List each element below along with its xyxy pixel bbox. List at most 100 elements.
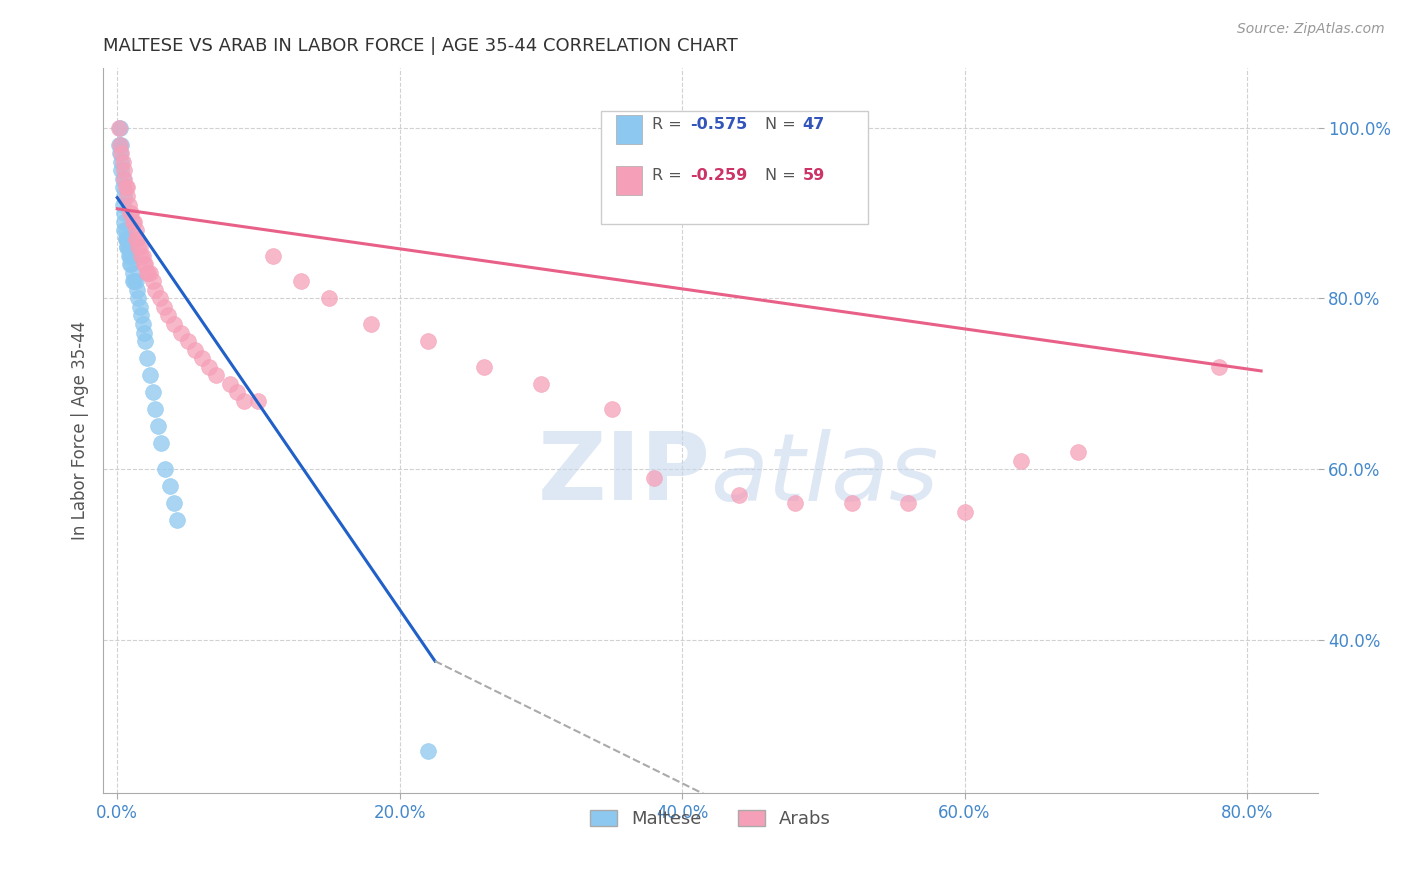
Point	[125, 283, 148, 297]
Point	[125, 232, 148, 246]
Point	[120, 206, 142, 220]
Point	[163, 317, 186, 331]
Point	[157, 309, 180, 323]
Point	[124, 223, 146, 237]
Point	[115, 232, 138, 246]
Point	[247, 393, 270, 408]
Point	[142, 385, 165, 400]
Point	[149, 292, 172, 306]
Point	[153, 300, 176, 314]
Point	[115, 180, 138, 194]
Point	[134, 334, 156, 348]
Point	[226, 385, 249, 400]
Text: R =: R =	[652, 168, 688, 183]
Point	[600, 402, 623, 417]
Point	[115, 240, 138, 254]
Point	[117, 249, 139, 263]
Point	[117, 197, 139, 211]
Point	[530, 376, 553, 391]
Point	[262, 249, 284, 263]
Point	[118, 257, 141, 271]
Point	[233, 393, 256, 408]
Bar	[616, 115, 643, 145]
Point	[115, 189, 138, 203]
Point	[170, 326, 193, 340]
Point	[135, 266, 157, 280]
Point	[166, 513, 188, 527]
Point	[124, 274, 146, 288]
Point	[121, 274, 143, 288]
Text: R =: R =	[652, 117, 688, 132]
Point	[129, 309, 152, 323]
Point	[416, 744, 439, 758]
Point	[163, 496, 186, 510]
Text: MALTESE VS ARAB IN LABOR FORCE | AGE 35-44 CORRELATION CHART: MALTESE VS ARAB IN LABOR FORCE | AGE 35-…	[103, 37, 738, 55]
Point	[145, 402, 167, 417]
Text: N =: N =	[765, 168, 801, 183]
Point	[122, 274, 145, 288]
Point	[135, 351, 157, 365]
Point	[115, 240, 138, 254]
Point	[108, 120, 131, 135]
Point	[107, 137, 129, 152]
Point	[108, 146, 131, 161]
Text: ZIP: ZIP	[537, 428, 710, 520]
Point	[110, 146, 132, 161]
FancyBboxPatch shape	[600, 112, 869, 224]
Point	[474, 359, 496, 374]
Point	[198, 359, 221, 374]
Point	[783, 496, 806, 510]
Point	[121, 266, 143, 280]
Point	[128, 300, 150, 314]
Point	[121, 214, 143, 228]
Point	[110, 137, 132, 152]
Point	[128, 240, 150, 254]
Point	[120, 249, 142, 263]
Point	[131, 317, 153, 331]
Bar	[616, 166, 643, 195]
Text: atlas: atlas	[710, 429, 939, 520]
Text: N =: N =	[765, 117, 801, 132]
Point	[114, 232, 136, 246]
Text: 47: 47	[803, 117, 825, 132]
Point	[134, 257, 156, 271]
Point	[132, 326, 155, 340]
Point	[114, 223, 136, 237]
Point	[111, 154, 134, 169]
Point	[127, 292, 149, 306]
Text: -0.575: -0.575	[690, 117, 747, 132]
Point	[142, 274, 165, 288]
Point	[138, 368, 160, 383]
Text: -0.259: -0.259	[690, 168, 747, 183]
Point	[643, 470, 665, 484]
Point	[177, 334, 200, 348]
Point	[136, 266, 159, 280]
Point	[727, 488, 749, 502]
Text: Source: ZipAtlas.com: Source: ZipAtlas.com	[1237, 22, 1385, 37]
Point	[132, 257, 155, 271]
Point	[127, 240, 149, 254]
Point	[112, 189, 135, 203]
Point	[131, 249, 153, 263]
Point	[108, 137, 131, 152]
Legend: Maltese, Arabs: Maltese, Arabs	[582, 803, 838, 835]
Y-axis label: In Labor Force | Age 35-44: In Labor Force | Age 35-44	[72, 321, 89, 541]
Point	[114, 232, 136, 246]
Point	[953, 505, 976, 519]
Point	[148, 419, 170, 434]
Point	[184, 343, 207, 357]
Point	[1066, 445, 1088, 459]
Point	[118, 206, 141, 220]
Point	[111, 180, 134, 194]
Point	[318, 292, 340, 306]
Point	[841, 496, 863, 510]
Point	[120, 257, 142, 271]
Point	[107, 120, 129, 135]
Point	[897, 496, 920, 510]
Point	[114, 180, 136, 194]
Point	[219, 376, 242, 391]
Point	[138, 266, 160, 280]
Point	[155, 462, 177, 476]
Point	[118, 249, 141, 263]
Point	[150, 436, 173, 450]
